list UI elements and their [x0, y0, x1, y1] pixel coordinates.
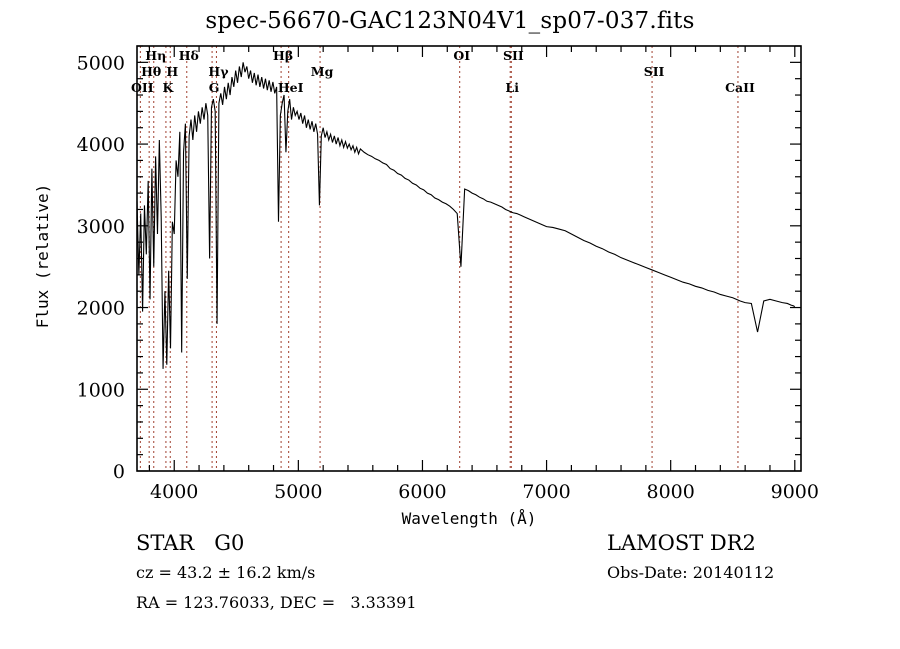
- observation-date-line: Obs-Date: 20140112: [607, 563, 775, 582]
- axes-box: [136, 45, 802, 472]
- spectral-line-label: OII: [131, 80, 154, 95]
- spectral-line-label: CaII: [725, 80, 755, 95]
- spectral-line-label: SII: [503, 48, 524, 63]
- x-tick-label: 6000: [398, 481, 446, 503]
- y-axis-tick-labels: 0 1000 2000 3000 4000 5000: [77, 52, 125, 483]
- spectral-line-label: G: [209, 80, 220, 95]
- spectral-line-markers: [139, 46, 739, 471]
- spectral-line-label: Hδ: [179, 48, 199, 63]
- spectral-line-label: K: [162, 80, 174, 95]
- spectral-line-label: HeI: [278, 80, 304, 95]
- coordinates-line: RA = 123.76033, DEC = 3.33391: [136, 593, 417, 612]
- footer-left-column: STAR G0 cz = 43.2 ± 16.2 km/s RA = 123.7…: [136, 528, 417, 618]
- x-axis-tick-labels: 4000 5000 6000 7000 8000 9000: [150, 481, 819, 503]
- spectral-line-label: Li: [505, 80, 519, 95]
- y-tick-label: 2000: [77, 298, 125, 320]
- y-tick-label: 0: [113, 461, 125, 483]
- spectral-line-label: Hβ: [273, 48, 293, 63]
- object-class-line: STAR G0: [136, 531, 245, 555]
- spectral-line-label: H: [166, 64, 178, 79]
- x-tick-label: 7000: [522, 481, 570, 503]
- spectral-line-label: Hη: [145, 48, 166, 63]
- y-tick-label: 5000: [77, 52, 125, 74]
- page-title: spec-56670-GAC123N04V1_sp07-037.fits: [205, 8, 695, 34]
- y-tick-label: 4000: [77, 134, 125, 156]
- spectrum-trace: [136, 62, 796, 369]
- spectral-line-label: Hγ: [208, 64, 229, 79]
- x-axis-title: Wavelength (Å): [402, 509, 537, 528]
- spectral-line-label: SII: [644, 64, 665, 79]
- footer-right-column: LAMOST DR2 Obs-Date: 20140112: [607, 528, 774, 588]
- x-tick-label: 5000: [274, 481, 322, 503]
- survey-label: LAMOST DR2: [607, 531, 756, 555]
- y-tick-label: 1000: [77, 379, 125, 401]
- radial-velocity-line: cz = 43.2 ± 16.2 km/s: [136, 563, 316, 582]
- spectral-line-label: Mg: [311, 64, 334, 79]
- x-tick-label: 4000: [150, 481, 198, 503]
- x-tick-label: 9000: [771, 481, 819, 503]
- metadata-footer: STAR G0 cz = 43.2 ± 16.2 km/s RA = 123.7…: [0, 528, 900, 649]
- flux-curve: [136, 62, 796, 369]
- spectral-line-label: OI: [453, 48, 470, 63]
- spectrum-plot-svg: 4000 5000 6000 7000 8000 9000 0 1000 2000 3000 40…: [33, 45, 819, 528]
- x-tick-label: 8000: [647, 481, 695, 503]
- y-axis-title: Flux (relative): [33, 184, 52, 329]
- y-tick-label: 3000: [77, 216, 125, 238]
- spectrum-chart: 4000 5000 6000 7000 8000 9000 0 1000 2000 3000 40…: [33, 45, 819, 528]
- plot-frame: [136, 45, 802, 472]
- spectral-line-label: Hθ: [141, 64, 161, 79]
